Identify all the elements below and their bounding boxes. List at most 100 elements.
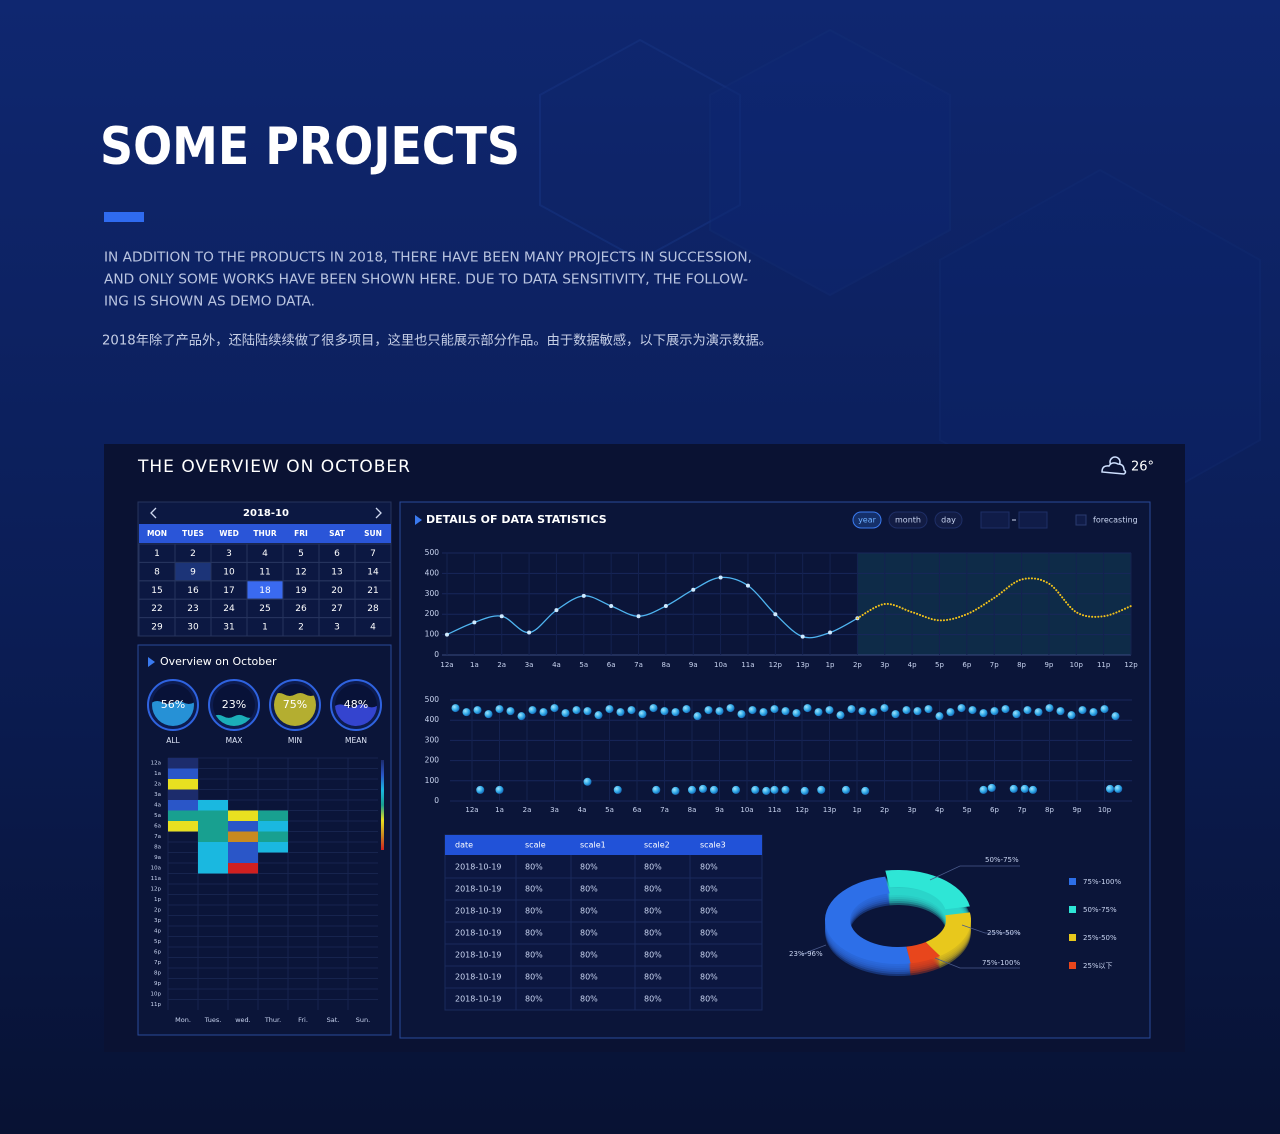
y-tick-label: 8a: [154, 845, 161, 851]
date-input[interactable]: [1018, 511, 1048, 529]
day: 27: [331, 604, 342, 614]
scatter-point: [613, 785, 622, 794]
table-header: [445, 835, 762, 855]
x-tick-label: 9a: [689, 661, 698, 669]
gauge-value: 48%: [344, 698, 368, 711]
cell: 80%: [644, 973, 662, 982]
heat-cell: [228, 810, 258, 821]
scatter-point: [682, 705, 691, 714]
scatter-point: [924, 705, 933, 714]
y-tick-label: 9a: [154, 855, 161, 861]
day: 20: [331, 586, 343, 596]
scatter-point: [836, 711, 845, 720]
y-tick-label: 10p: [151, 992, 162, 998]
day: 12: [295, 567, 306, 577]
scatter-point: [957, 704, 966, 713]
range-button[interactable]: [934, 511, 963, 529]
legend-swatch: [1069, 962, 1076, 969]
cell: 80%: [700, 929, 718, 938]
day: 1: [262, 623, 268, 633]
day: 23: [187, 604, 198, 614]
scatter-point: [451, 704, 460, 713]
cell: 80%: [525, 951, 543, 960]
scatter-point: [968, 706, 977, 715]
gauge-fill: [335, 704, 377, 726]
scatter-point: [462, 708, 471, 717]
x-tick-label: 6a: [633, 806, 642, 814]
scatter-point: [1045, 704, 1054, 713]
day-cell[interactable]: [354, 617, 392, 637]
point: [828, 630, 833, 635]
day: 1: [154, 549, 160, 559]
scatter-point: [550, 704, 559, 713]
scatter-point: [473, 706, 482, 715]
leader-line: [961, 924, 1020, 934]
legend-swatch: [1069, 878, 1076, 885]
x-tick-label: 8p: [1045, 806, 1054, 814]
cell: 2018-10-19: [455, 907, 502, 916]
description-line: AND ONLY SOME WORKS HAVE BEEN SHOWN HERE…: [104, 273, 748, 288]
heat-cell: [228, 852, 258, 863]
leader-line: [934, 957, 1020, 969]
x-tick-label: 2p: [853, 661, 862, 669]
y-tick-label: 0: [434, 650, 439, 659]
legend-label: 25%-50%: [1083, 934, 1117, 942]
cell: 80%: [580, 907, 598, 916]
heat-cell: [168, 779, 198, 790]
heat-cell: [198, 842, 228, 853]
checkbox[interactable]: [1075, 514, 1087, 526]
x-tick-label: 8a: [662, 661, 671, 669]
x-tick-label: 7p: [1018, 806, 1027, 814]
column-header: date: [455, 841, 473, 850]
scatter-point: [1034, 708, 1043, 717]
day: 29: [151, 623, 163, 633]
range-label: year: [858, 516, 877, 525]
day: 4: [262, 549, 268, 559]
heat-cell: [168, 768, 198, 779]
x-tick-label: Sun.: [356, 1016, 370, 1024]
y-tick-label: 11a: [151, 876, 161, 882]
cell: 80%: [525, 995, 543, 1004]
y-tick-label: 5a: [154, 813, 161, 819]
heat-cell: [258, 831, 288, 842]
gauge-label: MAX: [226, 736, 243, 745]
x-tick-label: 3p: [880, 661, 889, 669]
cell: 80%: [580, 951, 598, 960]
date-input[interactable]: [980, 511, 1010, 529]
y-tick-label: 2a: [154, 782, 161, 788]
scatter-point: [858, 707, 867, 716]
cell: 80%: [580, 995, 598, 1004]
heat-cell: [198, 810, 228, 821]
day: 13: [331, 567, 342, 577]
calendar-arrows[interactable]: [150, 507, 382, 519]
range-button[interactable]: [888, 511, 928, 529]
day: 24: [223, 604, 235, 614]
point: [636, 614, 641, 619]
scatter-point: [652, 785, 661, 794]
x-tick-label: 1p: [853, 806, 862, 814]
x-tick-label: 2a: [523, 806, 532, 814]
gauge-value: 23%: [222, 698, 246, 711]
x-tick-label: 1a: [495, 806, 504, 814]
column-header: scale2: [644, 841, 670, 850]
cell: 80%: [644, 929, 662, 938]
day: 11: [259, 567, 270, 577]
y-tick-label: 6a: [154, 824, 161, 830]
donut-segment: [825, 876, 911, 964]
scatter-point: [583, 777, 592, 786]
description-line: ING IS SHOWN AS DEMO DATA.: [104, 295, 315, 310]
range-button[interactable]: [852, 511, 882, 529]
cell: 2018-10-19: [455, 929, 502, 938]
dashboard-title: THE OVERVIEW ON OCTOBER: [137, 457, 411, 477]
x-tick-label: 11p: [1097, 661, 1111, 669]
scatter-point: [847, 705, 856, 714]
x-tick-label: 3a: [525, 661, 534, 669]
heat-cell: [258, 842, 288, 853]
annotation: 23%-96%: [789, 950, 823, 958]
day: 5: [298, 549, 304, 559]
day: 28: [367, 604, 379, 614]
day: 3: [226, 549, 232, 559]
legend-label: 25%以下: [1083, 962, 1113, 970]
cell: 2018-10-19: [455, 951, 502, 960]
legend-label: 75%-100%: [1083, 878, 1121, 886]
